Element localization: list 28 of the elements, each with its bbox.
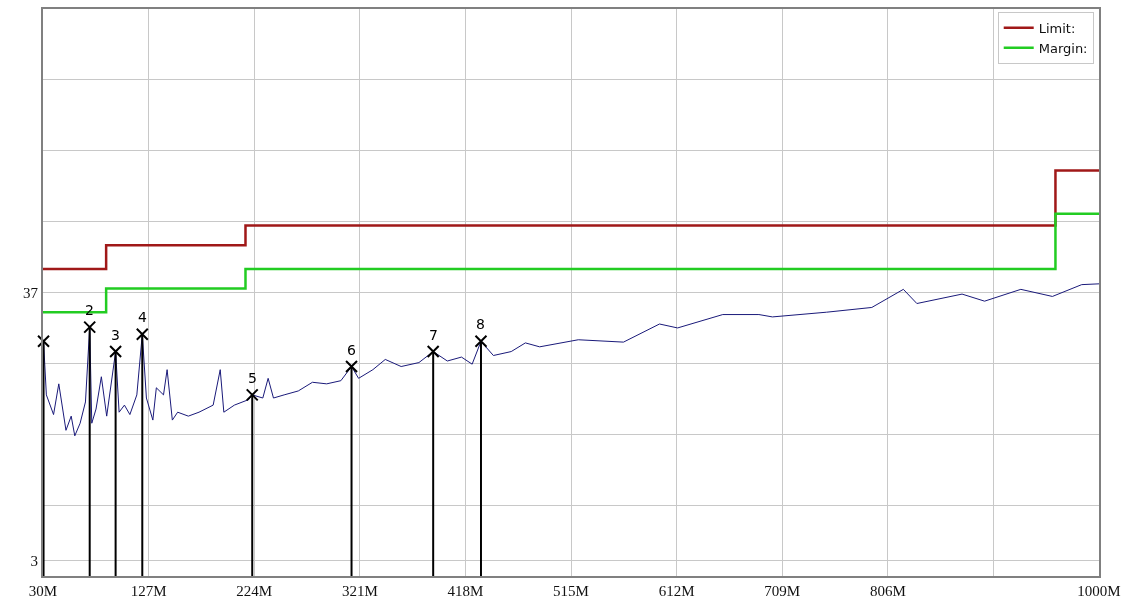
- annotation: 3: [111, 327, 120, 343]
- line-series: [43, 283, 1099, 437]
- x-tick-label: 30M: [28, 583, 58, 599]
- x-tick-label: 612M: [658, 583, 695, 599]
- point: [245, 388, 259, 402]
- annotation: 7: [429, 327, 438, 343]
- point: [109, 345, 123, 359]
- point: [37, 334, 51, 348]
- legend-label: Limit:: [1038, 20, 1076, 36]
- annotation: 6: [347, 342, 356, 358]
- x-tick-label: 806M: [869, 583, 906, 599]
- x-tick-label: 224M: [236, 583, 273, 599]
- legend-label: Margin:: [1038, 40, 1088, 56]
- x-tick-label: 709M: [764, 583, 801, 599]
- annotation: 8: [476, 316, 485, 332]
- point: [345, 360, 359, 374]
- x-tick-label: 127M: [130, 583, 167, 599]
- point: [83, 320, 97, 334]
- y-tick-label: 37: [23, 284, 39, 301]
- x-tick-label: 418M: [447, 583, 484, 599]
- point: [426, 345, 440, 359]
- x-tick-label: 1000M: [1077, 583, 1121, 599]
- point: [474, 334, 488, 348]
- annotation: 5: [248, 370, 257, 386]
- point: [135, 327, 149, 341]
- x-tick-label: 515M: [553, 583, 589, 599]
- x-tick-label: 321M: [341, 583, 378, 599]
- annotation: 4: [138, 309, 147, 325]
